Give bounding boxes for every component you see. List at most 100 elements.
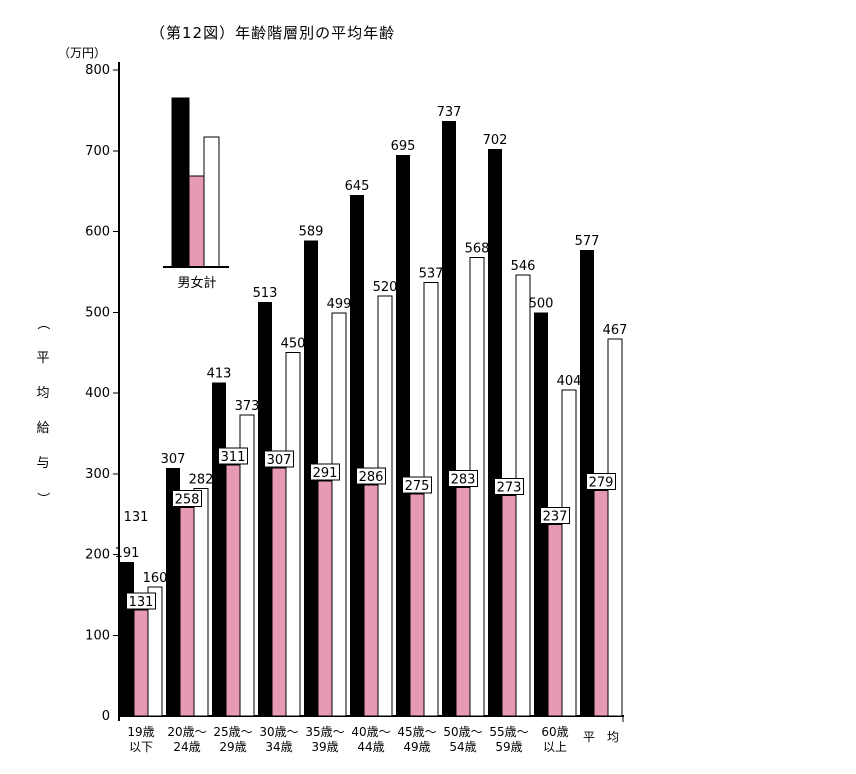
y-axis-tick-label: 0	[102, 709, 110, 724]
y-axis-title-vertical: （ 平均給与 ）	[31, 306, 55, 516]
value-label-box	[218, 447, 248, 465]
x-axis-category-label: 30歳～	[259, 725, 298, 739]
y-axis-title-char: （	[35, 316, 51, 331]
x-axis-category-label: 50歳～	[443, 725, 482, 739]
bar-male	[166, 468, 180, 716]
x-axis-category-label: 45歳～	[397, 725, 436, 739]
y-axis-tick-label: 400	[85, 386, 110, 401]
bar-male	[442, 120, 456, 716]
bar-total	[285, 352, 301, 717]
value-label-total: 467	[603, 323, 628, 338]
value-label-female: 273	[497, 481, 522, 496]
y-axis-tick-label: 100	[85, 628, 110, 643]
value-label-total: 520	[373, 280, 398, 295]
legend-swatch-計	[203, 136, 220, 268]
value-label-box	[310, 463, 340, 481]
value-label-box	[402, 476, 432, 494]
value-label-total: 404	[557, 374, 582, 389]
bar-female	[271, 467, 287, 717]
x-axis-category-label: 平 均	[583, 730, 619, 744]
y-axis-tick-label: 700	[85, 144, 110, 159]
value-label-box	[494, 478, 524, 496]
value-label-female: 311	[221, 450, 246, 465]
x-axis-category-label: 59歳	[495, 740, 522, 754]
value-label-female: 286	[359, 470, 384, 485]
x-axis-category-label: 44歳	[357, 740, 384, 754]
x-axis-category-label: 39歳	[311, 740, 338, 754]
value-label-box	[448, 469, 478, 487]
y-axis-title-char: 平	[36, 351, 50, 366]
value-label-total: 546	[511, 259, 536, 274]
value-label-female: 275	[405, 479, 430, 494]
x-axis-category-label: 54歳	[449, 740, 476, 754]
value-label-total: 373	[235, 399, 260, 414]
value-label-female: 131	[129, 595, 154, 610]
value-label-male: 513	[253, 286, 278, 301]
y-axis-tick-label: 800	[85, 63, 110, 78]
y-axis-title-char: 均	[36, 386, 50, 401]
value-label-total: 450	[281, 337, 306, 352]
bar-female	[455, 486, 471, 717]
bar-female	[363, 484, 379, 717]
legend-swatch-男	[171, 97, 190, 268]
bar-female	[593, 490, 609, 717]
x-axis-category-label: 55歳～	[489, 725, 528, 739]
y-axis-tick-label: 300	[85, 467, 110, 482]
bar-male	[396, 154, 410, 717]
bar-total	[377, 295, 393, 717]
y-axis-title-char: 与	[36, 456, 50, 471]
bar-total	[423, 281, 439, 717]
y-axis-tick-label: 500	[85, 305, 110, 320]
value-label-female: 283	[451, 472, 476, 487]
x-axis-category-label: 49歳	[403, 740, 430, 754]
value-label-male: 589	[299, 224, 324, 239]
x-axis-category-label: 以下	[129, 740, 153, 754]
value-label-male: 577	[575, 234, 600, 249]
value-label-total: 537	[419, 266, 444, 281]
x-axis-category-label: 25歳～	[213, 725, 252, 739]
value-label-male: 737	[437, 105, 462, 120]
bar-total	[515, 274, 531, 717]
x-axis-category-label: 40歳～	[351, 725, 390, 739]
y-axis-unit-label: （万円）	[58, 46, 107, 60]
bar-female	[547, 524, 563, 717]
value-label-male: 413	[207, 367, 232, 382]
y-axis-tick-label: 600	[85, 225, 110, 240]
bar-female	[501, 495, 517, 717]
bar-total	[239, 414, 255, 717]
bar-male	[488, 149, 502, 716]
bar-male	[212, 382, 226, 716]
value-label-total: 282	[189, 472, 214, 487]
value-label-female: 291	[313, 466, 338, 481]
bar-female	[133, 609, 149, 717]
y-axis-title-char: 給	[36, 421, 50, 436]
value-label-total: 160	[143, 571, 168, 586]
x-axis-category-label: 20歳～	[167, 725, 206, 739]
value-label-male: 645	[345, 179, 370, 194]
value-label-box	[172, 490, 202, 508]
value-label-box	[540, 507, 570, 525]
value-label-female: 279	[589, 476, 614, 491]
legend-label: 男女計	[177, 276, 217, 291]
bar-total	[147, 586, 163, 717]
bar-total	[193, 487, 209, 717]
bar-male	[258, 301, 272, 716]
value-label-total: 499	[327, 297, 352, 312]
value-label-total: 568	[465, 241, 490, 256]
bar-male	[350, 195, 364, 717]
bar-total	[331, 312, 347, 717]
bar-female	[317, 480, 333, 717]
value-label-male: 307	[161, 452, 186, 467]
y-axis-tick-label: 200	[85, 548, 110, 563]
value-label-male: 695	[391, 139, 416, 154]
value-label-female: 307	[267, 453, 292, 468]
x-axis-category-label: 34歳	[265, 740, 292, 754]
bar-female	[409, 493, 425, 717]
value-label-male: 702	[483, 133, 508, 148]
value-label-box	[264, 450, 294, 468]
legend-swatch-女	[188, 175, 205, 268]
bar-female	[225, 464, 241, 717]
value-label-male: 191	[115, 546, 140, 561]
